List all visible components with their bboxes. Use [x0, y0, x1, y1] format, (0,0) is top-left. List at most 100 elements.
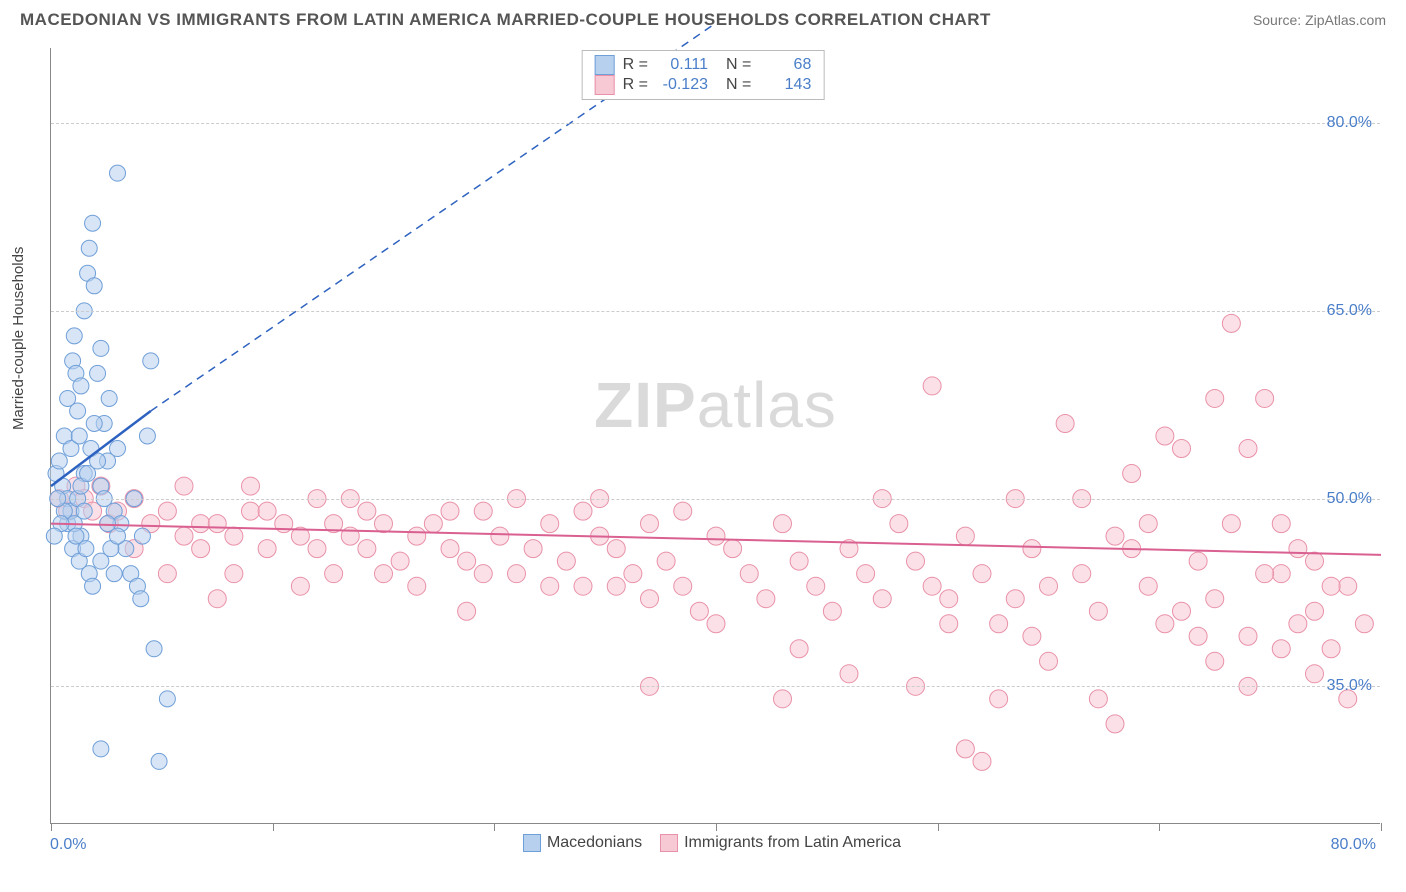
bottom-legend: MacedoniansImmigrants from Latin America [0, 834, 1406, 852]
data-point [990, 615, 1008, 633]
data-point [774, 690, 792, 708]
data-point [258, 502, 276, 520]
data-point [1156, 427, 1174, 445]
data-point [557, 552, 575, 570]
data-point [1222, 515, 1240, 533]
y-tick-label: 50.0% [1327, 490, 1372, 508]
data-point [51, 453, 67, 469]
data-point [225, 565, 243, 583]
data-point [458, 602, 476, 620]
data-point [1089, 602, 1107, 620]
data-point [1322, 640, 1340, 658]
data-point [524, 540, 542, 558]
data-point [973, 752, 991, 770]
data-point [1106, 715, 1124, 733]
data-point [1056, 414, 1074, 432]
data-point [923, 577, 941, 595]
data-point [1306, 665, 1324, 683]
data-point [46, 528, 62, 544]
data-point [101, 390, 117, 406]
data-point [474, 565, 492, 583]
data-point [1289, 615, 1307, 633]
data-point [391, 552, 409, 570]
data-point [458, 552, 476, 570]
data-point [151, 753, 167, 769]
gridline [51, 499, 1380, 500]
data-point [158, 502, 176, 520]
stats-box: R =0.111N =68R =-0.123N =143 [582, 50, 825, 100]
data-point [358, 502, 376, 520]
header: MACEDONIAN VS IMMIGRANTS FROM LATIN AMER… [0, 0, 1406, 34]
data-point [541, 515, 559, 533]
data-point [574, 502, 592, 520]
data-point [674, 577, 692, 595]
data-point [1322, 577, 1340, 595]
data-point [1023, 540, 1041, 558]
data-point [1189, 627, 1207, 645]
data-point [1239, 627, 1257, 645]
data-point [1289, 540, 1307, 558]
legend-swatch [660, 834, 678, 852]
data-point [1006, 590, 1024, 608]
data-point [707, 527, 725, 545]
data-point [574, 577, 592, 595]
data-point [956, 740, 974, 758]
chart-title: MACEDONIAN VS IMMIGRANTS FROM LATIN AMER… [20, 10, 991, 30]
data-point [607, 540, 625, 558]
data-point [641, 590, 659, 608]
gridline [51, 686, 1380, 687]
data-point [110, 165, 126, 181]
data-point [956, 527, 974, 545]
data-point [159, 691, 175, 707]
data-point [1256, 389, 1274, 407]
data-point [1256, 565, 1274, 583]
data-point [158, 565, 176, 583]
data-point [890, 515, 908, 533]
x-tick [1159, 823, 1160, 831]
y-axis-label: Married-couple Households [10, 247, 27, 430]
data-point [258, 540, 276, 558]
data-point [93, 741, 109, 757]
data-point [790, 640, 808, 658]
data-point [146, 641, 162, 657]
data-point [857, 565, 875, 583]
data-point [508, 565, 526, 583]
data-point [740, 565, 758, 583]
legend-label: Macedonians [547, 834, 642, 851]
data-point [491, 527, 509, 545]
data-point [1272, 640, 1290, 658]
data-point [923, 377, 941, 395]
y-tick-label: 65.0% [1327, 302, 1372, 320]
data-point [990, 690, 1008, 708]
data-point [70, 403, 86, 419]
data-point [143, 353, 159, 369]
data-point [1272, 565, 1290, 583]
data-point [690, 602, 708, 620]
data-point [408, 527, 426, 545]
data-point [724, 540, 742, 558]
data-point [73, 378, 89, 394]
source: Source: ZipAtlas.com [1253, 12, 1386, 28]
data-point [81, 240, 97, 256]
data-point [175, 477, 193, 495]
data-point [1355, 615, 1373, 633]
data-point [823, 602, 841, 620]
data-point [71, 428, 87, 444]
data-point [86, 278, 102, 294]
data-point [1073, 565, 1091, 583]
chart-area: ZIPatlas 35.0%50.0%65.0%80.0% [50, 48, 1380, 824]
data-point [624, 565, 642, 583]
data-point [225, 527, 243, 545]
data-point [1239, 440, 1257, 458]
gridline [51, 123, 1380, 124]
data-point [208, 590, 226, 608]
data-point [607, 577, 625, 595]
data-point [1139, 515, 1157, 533]
data-point [175, 527, 193, 545]
data-point [541, 577, 559, 595]
data-point [358, 540, 376, 558]
data-point [242, 502, 260, 520]
gridline [51, 311, 1380, 312]
data-point [1139, 577, 1157, 595]
data-point [66, 328, 82, 344]
